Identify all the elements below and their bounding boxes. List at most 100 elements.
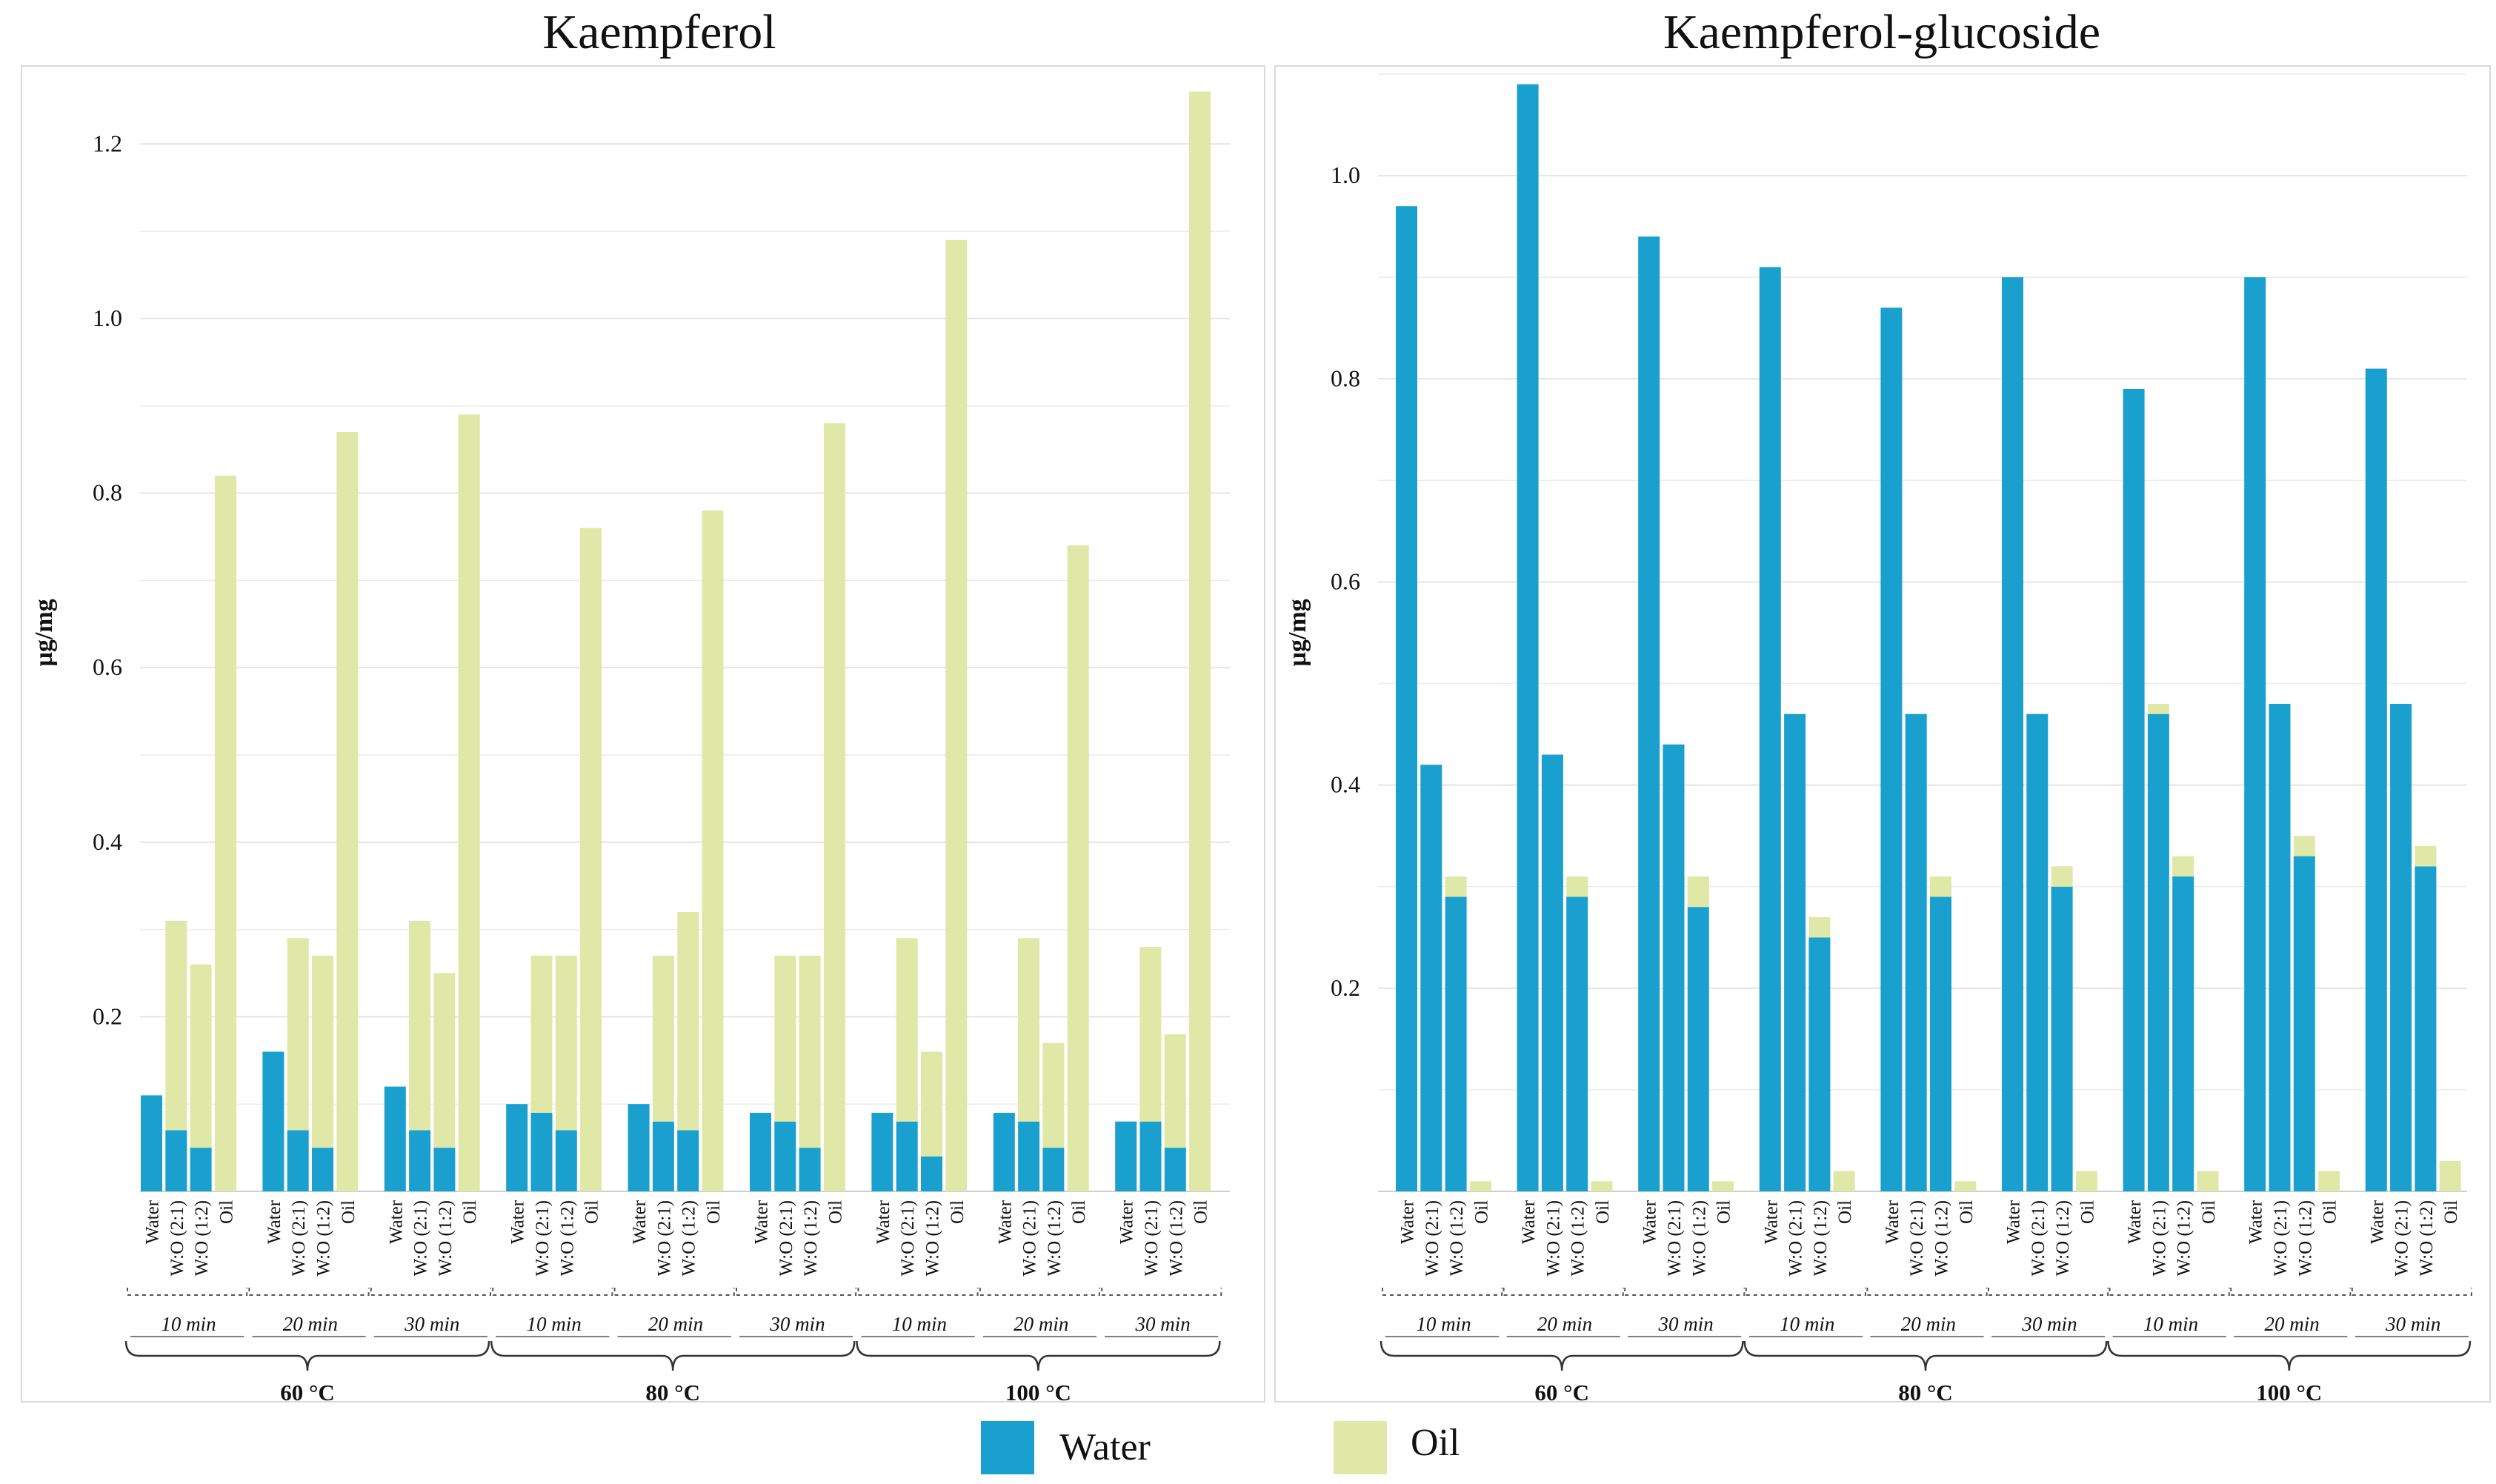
bar-oil (1018, 938, 1040, 1122)
bar-category-label: Oil (1191, 1200, 1211, 1224)
bar-water (1445, 896, 1467, 1191)
bar-category-label: W:O (1:2) (923, 1200, 943, 1277)
bar-category-label: Oil (582, 1200, 602, 1224)
bar-oil (2439, 1160, 2461, 1191)
bar-category-label: Oil (460, 1200, 480, 1224)
bar-category-label: Oil (2199, 1200, 2219, 1224)
bar-water (1663, 744, 1685, 1191)
bar-oil (312, 955, 333, 1148)
bar-category-label: W:O (1:2) (1166, 1200, 1186, 1277)
bar-category-label: W:O (1:2) (2295, 1200, 2315, 1277)
group-dashed-bracket (1502, 1288, 1624, 1296)
time-label: 30 min (1658, 1313, 1714, 1335)
temperature-brace (124, 1340, 490, 1371)
bar-oil (1189, 91, 1211, 1191)
group-dashed-bracket (1866, 1288, 1988, 1296)
bar-category-label: W:O (2:1) (898, 1200, 918, 1277)
y-tick-label: 0.2 (1331, 974, 1360, 1001)
bar-water (262, 1051, 284, 1191)
bar-category-label: Water (508, 1199, 528, 1244)
bar-oil (190, 964, 212, 1148)
bar-oil (2318, 1171, 2340, 1191)
panel-frame (1274, 65, 2491, 1403)
bar-category-label: W:O (1:2) (1447, 1200, 1467, 1277)
bar-oil (799, 955, 821, 1148)
y-tick-label: 0.4 (93, 828, 122, 855)
bar-oil (1930, 876, 1951, 897)
bar-water (799, 1148, 821, 1191)
time-label: 10 min (161, 1313, 216, 1335)
group-dashed-bracket (736, 1288, 857, 1296)
bar-water (1784, 713, 1806, 1191)
bar-category-label: Oil (339, 1200, 359, 1224)
bar-category-label: W:O (2:1) (1543, 1200, 1563, 1277)
bar-category-label: W:O (2:1) (2271, 1200, 2291, 1277)
bar-oil (823, 423, 845, 1191)
bar-category-label: Water (2246, 1199, 2266, 1244)
bar-oil (433, 973, 456, 1148)
bar-water (1517, 84, 1539, 1191)
bar-category-label: Water (1640, 1199, 1660, 1244)
temperature-brace (1380, 1340, 1744, 1371)
bar-category-label: Oil (825, 1200, 845, 1224)
bar-oil (1808, 916, 1831, 938)
bar-category-label: Oil (1957, 1200, 1977, 1224)
bar-category-label: Oil (216, 1200, 236, 1224)
bar-category-label: Oil (1835, 1200, 1855, 1224)
bar-water (2365, 368, 2387, 1192)
legend-label-oil: Oil (1411, 1422, 1460, 1464)
bar-category-label: Water (873, 1199, 893, 1244)
temperature-label: 100 °C (1005, 1380, 1071, 1403)
group-dashed-bracket (1988, 1288, 2109, 1296)
bar-category-label: W:O (1:2) (1689, 1200, 1709, 1277)
bar-oil (1566, 876, 1588, 897)
time-label: 30 min (1135, 1313, 1191, 1335)
bar-water (1880, 307, 1903, 1191)
bar-oil (555, 955, 577, 1131)
bar-water (871, 1112, 893, 1191)
group-dashed-bracket (1101, 1288, 1222, 1296)
bar-water (750, 1112, 771, 1191)
bar-oil (652, 955, 674, 1122)
y-tick-label: 1.2 (93, 130, 122, 156)
bar-water (2123, 388, 2145, 1191)
bar-category-label: Oil (1471, 1200, 1491, 1224)
bar-water (1396, 206, 1417, 1191)
bar-category-label: W:O (2:1) (1020, 1200, 1040, 1277)
bar-category-label: Water (752, 1199, 772, 1244)
bar-water (1808, 937, 1831, 1191)
bar-water (1018, 1121, 1040, 1191)
time-label: 30 min (2021, 1313, 2077, 1335)
bar-water (652, 1121, 674, 1191)
bar-water (774, 1121, 796, 1191)
bar-category-label: Water (143, 1199, 163, 1244)
group-dashed-bracket (857, 1288, 979, 1296)
bar-category-label: W:O (1:2) (2417, 1200, 2437, 1277)
bar-category-label: W:O (1:2) (436, 1200, 456, 1277)
bar-oil (1687, 876, 1709, 908)
temperature-brace (1743, 1340, 2108, 1371)
temperature-label: 80 °C (1898, 1380, 1953, 1403)
temperature-brace (490, 1340, 856, 1371)
chart-title-kaempferol-glucoside: Kaempferol-glucoside (1663, 5, 2101, 59)
bar-water (2051, 886, 2073, 1191)
bar-category-label: W:O (2:1) (1142, 1200, 1162, 1277)
temperature-label: 60 °C (280, 1380, 335, 1403)
bar-category-label: W:O (2:1) (533, 1200, 553, 1277)
bar-water (1115, 1121, 1137, 1191)
temperature-label: 100 °C (2256, 1380, 2322, 1403)
bar-water (165, 1130, 187, 1191)
bar-oil (677, 912, 699, 1131)
group-dashed-bracket (2109, 1288, 2230, 1296)
bar-oil (921, 1051, 942, 1157)
bar-oil (458, 414, 480, 1191)
temperature-label: 80 °C (645, 1380, 700, 1403)
time-label: 30 min (404, 1313, 459, 1335)
group-dashed-bracket (1624, 1288, 1745, 1296)
bar-oil (530, 955, 553, 1113)
time-label: 20 min (1014, 1313, 1068, 1335)
group-dashed-bracket (1382, 1288, 1503, 1296)
bar-category-label: W:O (2:1) (1786, 1200, 1806, 1277)
bar-water (2147, 713, 2169, 1191)
time-label: 10 min (1780, 1313, 1834, 1335)
